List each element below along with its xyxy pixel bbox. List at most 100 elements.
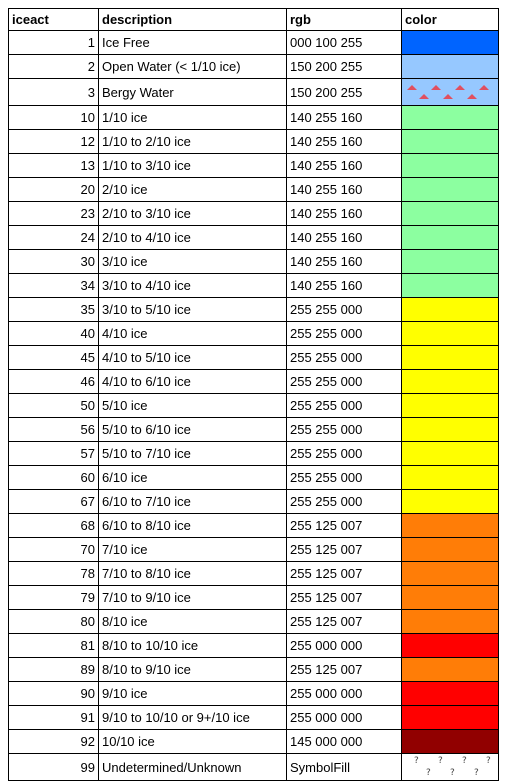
rgb-cell: 255 255 000 — [286, 297, 402, 322]
color-swatch — [401, 561, 499, 586]
iceact-cell: 10 — [8, 105, 99, 130]
table-row: 80 8/10 ice 255 125 007 — [8, 609, 499, 634]
rgb-cell: 255 125 007 — [286, 537, 402, 562]
iceact-cell: 20 — [8, 177, 99, 202]
table-row: 10 1/10 ice 140 255 160 — [8, 105, 499, 130]
description-cell: 5/10 to 7/10 ice — [98, 441, 287, 466]
header-row: iceact description rgb color — [8, 8, 499, 31]
table-row: 67 6/10 to 7/10 ice 255 255 000 — [8, 489, 499, 514]
table-row: 45 4/10 to 5/10 ice 255 255 000 — [8, 345, 499, 370]
iceact-cell: 30 — [8, 249, 99, 274]
color-swatch — [401, 417, 499, 442]
rgb-cell: 140 255 160 — [286, 273, 402, 298]
iceact-cell: 67 — [8, 489, 99, 514]
table-row: 99 Undetermined/Unknown SymbolFill??????? — [8, 753, 499, 781]
table-row: 57 5/10 to 7/10 ice 255 255 000 — [8, 441, 499, 466]
description-cell: Undetermined/Unknown — [98, 753, 287, 781]
color-swatch — [401, 537, 499, 562]
description-cell: Open Water (< 1/10 ice) — [98, 54, 287, 79]
description-cell: 8/10 to 9/10 ice — [98, 657, 287, 682]
rgb-cell: 255 255 000 — [286, 489, 402, 514]
color-swatch — [401, 177, 499, 202]
color-swatch — [401, 249, 499, 274]
table-row: 12 1/10 to 2/10 ice 140 255 160 — [8, 129, 499, 154]
rgb-cell: 255 125 007 — [286, 513, 402, 538]
color-swatch — [401, 78, 499, 106]
iceact-cell: 81 — [8, 633, 99, 658]
iceact-cell: 91 — [8, 705, 99, 730]
header-iceact: iceact — [8, 8, 99, 31]
table-row: 23 2/10 to 3/10 ice 140 255 160 — [8, 201, 499, 226]
color-swatch — [401, 513, 499, 538]
color-swatch — [401, 105, 499, 130]
description-cell: 4/10 ice — [98, 321, 287, 346]
ice-code-table: iceact description rgb color 1 Ice Free 00… — [8, 8, 499, 781]
description-cell: 2/10 ice — [98, 177, 287, 202]
svg-text:?: ? — [474, 768, 479, 778]
header-color: color — [401, 8, 499, 31]
iceact-cell: 78 — [8, 561, 99, 586]
rgb-cell: 140 255 160 — [286, 129, 402, 154]
iceact-cell: 35 — [8, 297, 99, 322]
iceact-cell: 23 — [8, 201, 99, 226]
table-row: 81 8/10 to 10/10 ice 255 000 000 — [8, 633, 499, 658]
rgb-cell: 140 255 160 — [286, 225, 402, 250]
description-cell: Bergy Water — [98, 78, 287, 106]
rgb-cell: 255 255 000 — [286, 369, 402, 394]
color-swatch: ??????? — [401, 753, 499, 781]
table-row: 79 7/10 to 9/10 ice 255 125 007 — [8, 585, 499, 610]
color-swatch — [401, 30, 499, 55]
question-mark-icon: ??????? — [414, 756, 491, 778]
rgb-cell: 140 255 160 — [286, 177, 402, 202]
header-description: description — [98, 8, 287, 31]
iceact-cell: 57 — [8, 441, 99, 466]
rgb-cell: 255 255 000 — [286, 393, 402, 418]
table-row: 3 Bergy Water 150 200 255 — [8, 78, 499, 106]
iceact-cell: 60 — [8, 465, 99, 490]
table-row: 68 6/10 to 8/10 ice 255 125 007 — [8, 513, 499, 538]
table-row: 1 Ice Free 000 100 255 — [8, 30, 499, 55]
iceact-cell: 92 — [8, 729, 99, 754]
table-row: 2 Open Water (< 1/10 ice) 150 200 255 — [8, 54, 499, 79]
rgb-cell: 255 255 000 — [286, 321, 402, 346]
description-cell: 8/10 ice — [98, 609, 287, 634]
description-cell: 7/10 to 9/10 ice — [98, 585, 287, 610]
description-cell: 3/10 to 5/10 ice — [98, 297, 287, 322]
header-rgb: rgb — [286, 8, 402, 31]
iceact-cell: 45 — [8, 345, 99, 370]
svg-text:?: ? — [462, 756, 467, 766]
berg-triangle-icon — [407, 85, 489, 99]
description-cell: Ice Free — [98, 30, 287, 55]
svg-text:?: ? — [486, 756, 491, 766]
iceact-cell: 99 — [8, 753, 99, 781]
svg-text:?: ? — [438, 756, 443, 766]
rgb-cell: SymbolFill — [286, 753, 402, 781]
svg-text:?: ? — [414, 756, 419, 766]
iceact-cell: 89 — [8, 657, 99, 682]
color-swatch — [401, 585, 499, 610]
description-cell: 3/10 to 4/10 ice — [98, 273, 287, 298]
color-swatch — [401, 681, 499, 706]
rgb-cell: 140 255 160 — [286, 249, 402, 274]
color-swatch — [401, 609, 499, 634]
color-swatch — [401, 321, 499, 346]
iceact-cell: 2 — [8, 54, 99, 79]
table-row: 24 2/10 to 4/10 ice 140 255 160 — [8, 225, 499, 250]
iceact-cell: 79 — [8, 585, 99, 610]
iceact-cell: 12 — [8, 129, 99, 154]
description-cell: 6/10 ice — [98, 465, 287, 490]
rgb-cell: 255 125 007 — [286, 657, 402, 682]
color-swatch — [401, 657, 499, 682]
color-swatch — [401, 54, 499, 79]
table-row: 92 10/10 ice 145 000 000 — [8, 729, 499, 754]
table-row: 60 6/10 ice 255 255 000 — [8, 465, 499, 490]
iceact-cell: 90 — [8, 681, 99, 706]
description-cell: 6/10 to 8/10 ice — [98, 513, 287, 538]
description-cell: 4/10 to 5/10 ice — [98, 345, 287, 370]
table-row: 35 3/10 to 5/10 ice 255 255 000 — [8, 297, 499, 322]
iceact-cell: 13 — [8, 153, 99, 178]
color-swatch — [401, 225, 499, 250]
description-cell: 3/10 ice — [98, 249, 287, 274]
color-swatch — [401, 129, 499, 154]
description-cell: 9/10 ice — [98, 681, 287, 706]
